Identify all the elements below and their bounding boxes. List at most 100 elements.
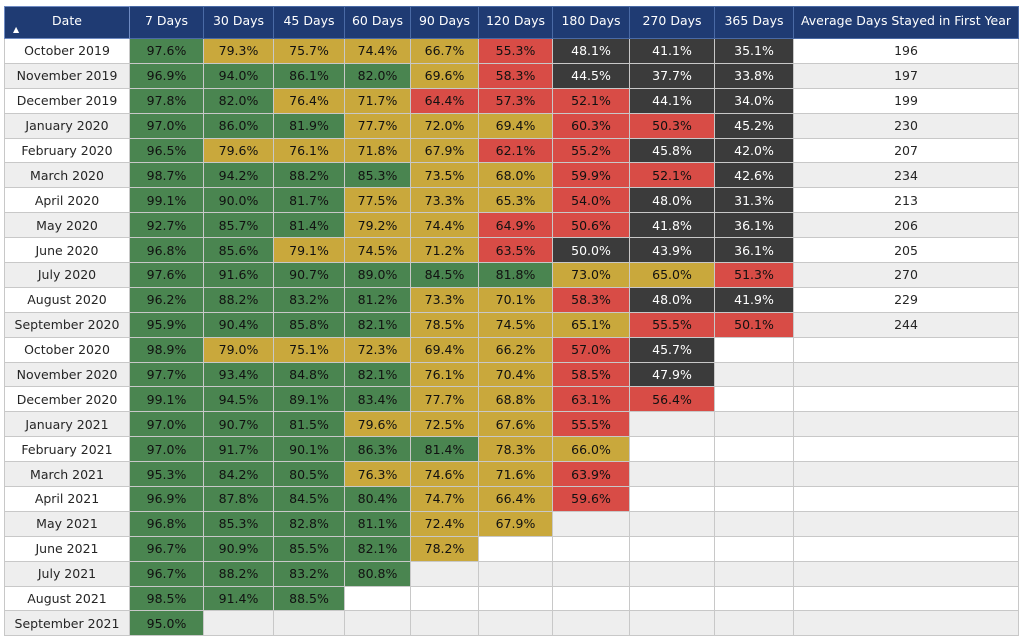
retention-cell: 79.6%: [344, 411, 411, 438]
column-header-90-days[interactable]: 90 Days: [410, 6, 479, 39]
table-row[interactable]: August 2020 96.2% 88.2% 83.2% 81.2% 73.3% 70.1…: [4, 286, 1019, 313]
retention-cell: 63.5%: [478, 237, 553, 264]
date-cell: April 2021: [4, 486, 130, 512]
retention-cell: 34.0%: [714, 87, 794, 114]
retention-cell: 55.5%: [552, 411, 630, 438]
column-header-label: 90 Days: [418, 13, 471, 28]
date-cell: December 2020: [4, 386, 130, 413]
retention-cell: [552, 585, 630, 612]
column-header-30-days[interactable]: 30 Days: [203, 6, 274, 39]
table-row[interactable]: August 2021 98.5% 91.4% 88.5%: [4, 585, 1019, 612]
retention-cell: 64.4%: [410, 87, 479, 114]
retention-cell: 55.3%: [478, 38, 553, 64]
table-row[interactable]: September 2021 95.0%: [4, 610, 1019, 637]
table-row[interactable]: May 2021 96.8% 85.3% 82.8% 81.1% 72.4% 67.9%: [4, 510, 1019, 537]
table-row[interactable]: January 2020 97.0% 86.0% 81.9% 77.7% 72.0% 69.…: [4, 112, 1019, 139]
column-header-45-days[interactable]: 45 Days: [273, 6, 345, 39]
retention-cell: 67.9%: [478, 510, 553, 537]
retention-cell: 58.5%: [552, 361, 630, 388]
retention-cell: 81.5%: [273, 411, 345, 438]
column-header-180-days[interactable]: 180 Days: [552, 6, 630, 39]
table-row[interactable]: November 2019 96.9% 94.0% 86.1% 82.0% 69.6% 58…: [4, 62, 1019, 89]
table-row[interactable]: June 2021 96.7% 90.9% 85.5% 82.1% 78.2%: [4, 535, 1019, 562]
date-cell: November 2020: [4, 361, 130, 388]
table-row[interactable]: March 2020 98.7% 94.2% 88.2% 85.3% 73.5% 68.0%…: [4, 162, 1019, 189]
table-row[interactable]: December 2020 99.1% 94.5% 89.1% 83.4% 77.7% 68…: [4, 386, 1019, 413]
retention-cell: [478, 560, 553, 587]
retention-cell: 48.0%: [629, 286, 715, 313]
retention-cell: 80.5%: [273, 461, 345, 488]
retention-cell: 45.8%: [629, 137, 715, 164]
retention-cell: 41.1%: [629, 38, 715, 64]
retention-cell: 69.4%: [410, 336, 479, 363]
retention-cell: 76.1%: [273, 137, 345, 164]
date-cell: January 2020: [4, 112, 130, 139]
retention-cell: 82.0%: [344, 62, 411, 89]
retention-cell: [410, 610, 479, 637]
table-row[interactable]: January 2021 97.0% 90.7% 81.5% 79.6% 72.5% 67.…: [4, 411, 1019, 438]
retention-cell: 70.4%: [478, 361, 553, 388]
retention-cell: 95.0%: [129, 610, 204, 637]
column-header-average-days-stayed-in-first-year[interactable]: Average Days Stayed in First Year: [793, 6, 1019, 39]
table-row[interactable]: October 2019 97.6% 79.3% 75.7% 74.4% 66.7% 55.…: [4, 38, 1019, 64]
header-row: Date ▲ 7 Days 30 Days 45 Days 60 Days 90 Days 1…: [4, 6, 1019, 39]
table-row[interactable]: July 2021 96.7% 88.2% 83.2% 80.8%: [4, 560, 1019, 587]
date-cell: October 2020: [4, 336, 130, 363]
column-header-120-days[interactable]: 120 Days: [478, 6, 553, 39]
table-row[interactable]: December 2019 97.8% 82.0% 76.4% 71.7% 64.4% 57…: [4, 87, 1019, 114]
retention-cell: 81.4%: [273, 212, 345, 239]
retention-cell: 65.3%: [478, 187, 553, 214]
table-row[interactable]: April 2021 96.9% 87.8% 84.5% 80.4% 74.7% 66.4%…: [4, 486, 1019, 512]
table-row[interactable]: May 2020 92.7% 85.7% 81.4% 79.2% 74.4% 64.9% 50…: [4, 212, 1019, 239]
retention-cell: 73.0%: [552, 262, 630, 288]
retention-cell: 90.7%: [203, 411, 274, 438]
table-row[interactable]: March 2021 95.3% 84.2% 80.5% 76.3% 74.6% 71.6%…: [4, 461, 1019, 488]
column-header-date[interactable]: Date ▲: [4, 6, 130, 39]
date-cell: July 2020: [4, 262, 130, 288]
column-header-label: 60 Days: [351, 13, 404, 28]
table-row[interactable]: February 2020 96.5% 79.6% 76.1% 71.8% 67.9% 62…: [4, 137, 1019, 164]
sort-ascending-icon[interactable]: ▲: [13, 25, 20, 34]
retention-cell: [410, 560, 479, 587]
table-row[interactable]: April 2020 99.1% 90.0% 81.7% 77.5% 73.3% 65.3%…: [4, 187, 1019, 214]
retention-cell: 63.1%: [552, 386, 630, 413]
column-header-60-days[interactable]: 60 Days: [344, 6, 411, 39]
retention-cell: 83.4%: [344, 386, 411, 413]
retention-cell: 50.1%: [714, 311, 794, 338]
average-days-cell: [793, 461, 1019, 488]
retention-cell: 42.0%: [714, 137, 794, 164]
retention-cell: 71.6%: [478, 461, 553, 488]
retention-cell: [714, 361, 794, 388]
retention-cell: 84.2%: [203, 461, 274, 488]
table-row[interactable]: July 2020 97.6% 91.6% 90.7% 89.0% 84.5% 81.8% 7…: [4, 262, 1019, 288]
retention-cell: 72.4%: [410, 510, 479, 537]
table-row[interactable]: February 2021 97.0% 91.7% 90.1% 86.3% 81.4% 78…: [4, 436, 1019, 463]
retention-cell: [552, 510, 630, 537]
table-row[interactable]: November 2020 97.7% 93.4% 84.8% 82.1% 76.1% 70…: [4, 361, 1019, 388]
retention-cell: 97.8%: [129, 87, 204, 114]
retention-cell: [410, 585, 479, 612]
average-days-cell: [793, 386, 1019, 413]
table-row[interactable]: June 2020 96.8% 85.6% 79.1% 74.5% 71.2% 63.5% 5…: [4, 237, 1019, 264]
retention-cell: 68.0%: [478, 162, 553, 189]
column-header-label: 30 Days: [212, 13, 265, 28]
table-row[interactable]: September 2020 95.9% 90.4% 85.8% 82.1% 78.5% 7…: [4, 311, 1019, 338]
retention-cell: [552, 610, 630, 637]
column-header-365-days[interactable]: 365 Days: [714, 6, 794, 39]
retention-cell: 35.1%: [714, 38, 794, 64]
retention-cell: 62.1%: [478, 137, 553, 164]
retention-cell: 85.8%: [273, 311, 345, 338]
retention-cell: 79.2%: [344, 212, 411, 239]
retention-cell: 87.8%: [203, 486, 274, 512]
retention-cell: 97.7%: [129, 361, 204, 388]
retention-table-container: Date ▲ 7 Days 30 Days 45 Days 60 Days 90 Days 1…: [4, 6, 1019, 637]
retention-cell: 60.3%: [552, 112, 630, 139]
column-header-7-days[interactable]: 7 Days: [129, 6, 204, 39]
retention-cell: 85.7%: [203, 212, 274, 239]
retention-cell: 91.7%: [203, 436, 274, 463]
table-row[interactable]: October 2020 98.9% 79.0% 75.1% 72.3% 69.4% 66.…: [4, 336, 1019, 363]
retention-cell: 43.9%: [629, 237, 715, 264]
retention-cell: [714, 386, 794, 413]
column-header-270-days[interactable]: 270 Days: [629, 6, 715, 39]
retention-cell: 96.2%: [129, 286, 204, 313]
